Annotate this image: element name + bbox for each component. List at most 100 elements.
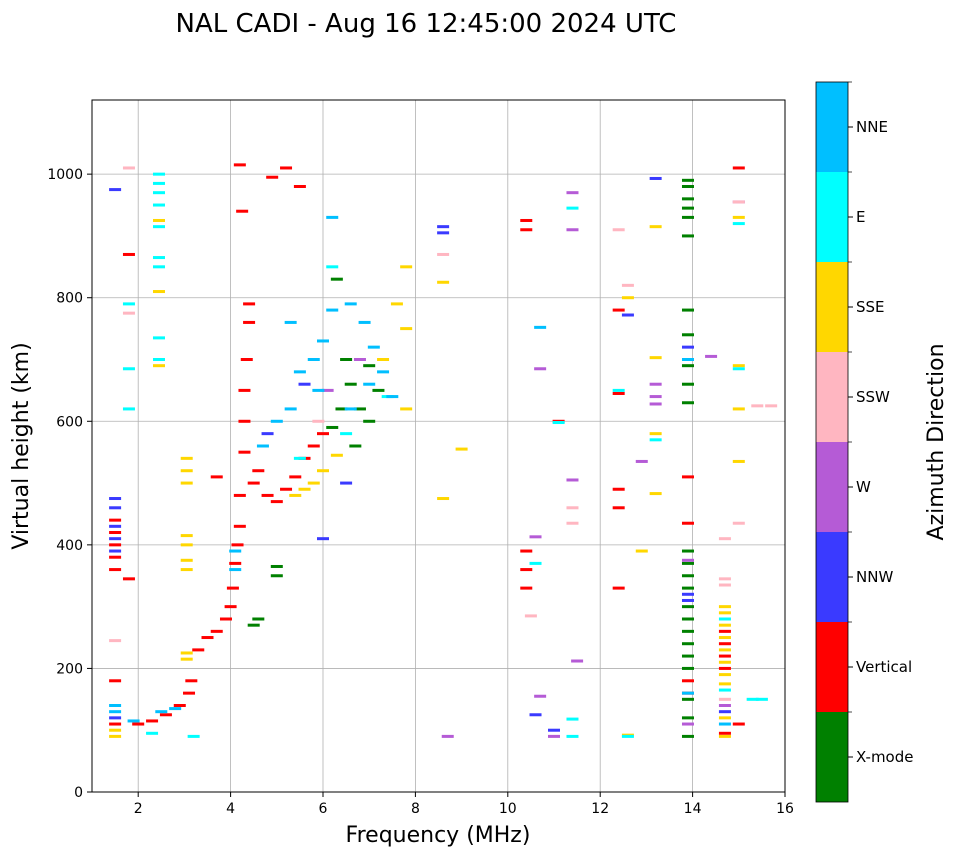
data-point [280, 166, 293, 170]
data-point [344, 302, 357, 306]
data-point [732, 722, 745, 726]
colorbar-title: Azimuth Direction [924, 343, 949, 540]
data-point [612, 506, 625, 510]
data-point [718, 636, 731, 640]
data-point [718, 697, 731, 701]
data-point [109, 497, 122, 501]
data-point [307, 444, 320, 448]
data-point [233, 524, 246, 528]
data-point [612, 487, 625, 491]
data-point [270, 564, 283, 568]
data-point [284, 320, 297, 324]
data-point [732, 215, 745, 219]
data-point [173, 704, 186, 707]
data-point [183, 691, 196, 695]
colorbar-label: NNW [856, 568, 893, 586]
data-point [152, 364, 165, 368]
data-point [252, 469, 265, 473]
colorbar-swatch [816, 262, 848, 352]
data-point [681, 642, 694, 646]
series-x-mode [247, 178, 694, 738]
data-point [344, 407, 357, 411]
data-point [612, 391, 625, 395]
data-point [317, 432, 329, 436]
x-tick-label: 10 [499, 801, 517, 817]
data-point [180, 534, 193, 538]
data-point [122, 407, 135, 411]
data-point [681, 382, 694, 386]
data-point [109, 734, 122, 738]
data-point [122, 367, 135, 371]
data-point [751, 404, 764, 408]
data-point [243, 302, 256, 306]
data-point [732, 459, 745, 463]
data-point [240, 358, 253, 361]
data-point [122, 577, 135, 581]
data-point [534, 367, 547, 371]
x-tick-label: 16 [776, 801, 794, 817]
data-point [229, 561, 242, 565]
data-point [224, 605, 237, 609]
data-point [649, 176, 662, 180]
data-point [732, 521, 745, 525]
data-point [289, 475, 302, 479]
data-point [746, 697, 759, 701]
data-point [732, 367, 745, 371]
data-point [210, 475, 223, 479]
data-point [109, 543, 122, 547]
data-point [180, 469, 193, 473]
data-point [326, 265, 339, 269]
data-point [367, 345, 380, 349]
data-point [247, 623, 260, 627]
data-point [718, 642, 731, 646]
data-point [621, 313, 634, 317]
data-point [340, 481, 353, 485]
colorbar-label: NNE [856, 118, 888, 136]
data-point [146, 719, 159, 723]
data-point [127, 719, 140, 723]
data-point [681, 617, 694, 621]
data-point [612, 308, 625, 312]
data-point [219, 617, 232, 621]
data-point [681, 549, 694, 553]
data-point [681, 691, 694, 695]
data-point [326, 425, 339, 429]
plot-frame [91, 99, 786, 793]
data-point [307, 358, 320, 361]
y-tick-label: 600 [56, 414, 83, 430]
data-point [109, 639, 122, 643]
data-point [261, 493, 274, 497]
x-axis-ticks: 2 4 6 8 10 12 14 16 [134, 792, 794, 817]
data-point [681, 521, 694, 525]
x-tick-label: 2 [134, 801, 143, 817]
data-point [732, 407, 745, 411]
data-point [270, 500, 283, 504]
data-point [180, 543, 193, 547]
data-point [718, 629, 731, 633]
x-tick-label: 14 [684, 801, 702, 817]
data-point [298, 487, 311, 491]
data-point [340, 358, 353, 361]
data-point [400, 327, 413, 331]
data-point [649, 432, 662, 436]
data-point [122, 166, 135, 170]
data-point [681, 401, 694, 405]
data-point [566, 478, 579, 482]
data-point [307, 481, 320, 485]
data-point [363, 364, 376, 368]
data-point [180, 657, 193, 661]
y-axis-label: Virtual height (km) [9, 342, 34, 549]
data-point [718, 611, 731, 615]
data-point [566, 191, 579, 195]
data-point [718, 660, 731, 664]
data-point [326, 308, 339, 312]
data-point [681, 358, 694, 361]
data-point [718, 577, 731, 581]
data-point [566, 734, 579, 738]
y-axis-ticks: 0 200 400 600 800 1000 [47, 167, 92, 801]
data-point [681, 345, 694, 349]
data-point [270, 419, 283, 423]
data-point [321, 388, 334, 392]
data-point [400, 265, 413, 269]
data-point [649, 356, 662, 360]
